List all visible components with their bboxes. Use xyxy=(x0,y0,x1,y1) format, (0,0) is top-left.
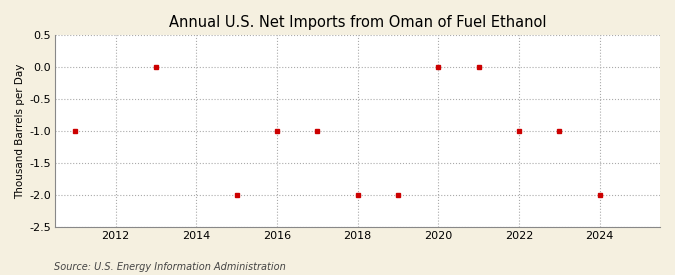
Y-axis label: Thousand Barrels per Day: Thousand Barrels per Day xyxy=(15,63,25,199)
Title: Annual U.S. Net Imports from Oman of Fuel Ethanol: Annual U.S. Net Imports from Oman of Fue… xyxy=(169,15,546,30)
Text: Source: U.S. Energy Information Administration: Source: U.S. Energy Information Administ… xyxy=(54,262,286,271)
